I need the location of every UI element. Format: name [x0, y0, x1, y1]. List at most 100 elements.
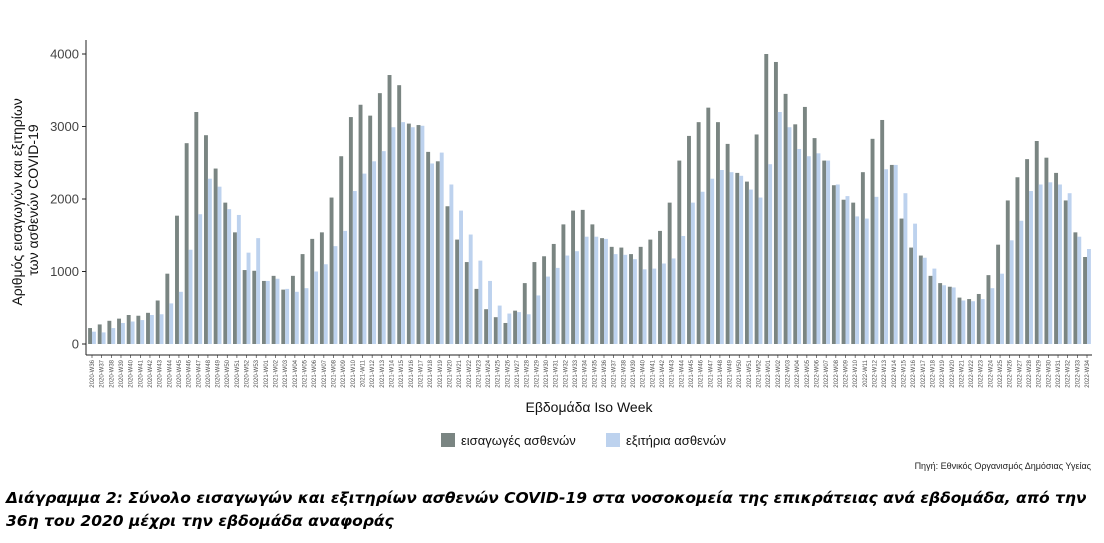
bar-discharges-2021-W52 [758, 197, 763, 344]
x-tick-label-2021-W03: 2021-W03 [283, 359, 289, 387]
bar-discharges-2021-W38 [623, 254, 628, 344]
x-tick-label-2022-W18: 2022-W18 [930, 359, 936, 387]
bar-discharges-2021-W28 [526, 314, 531, 344]
x-tick-label-2021-W01: 2021-W01 [264, 359, 270, 387]
bar-admissions-2021-W47 [706, 107, 711, 345]
bar-admissions-2022-W06 [812, 138, 817, 344]
bar-discharges-2021-W51 [748, 189, 753, 344]
bar-admissions-2020-W39 [117, 318, 121, 345]
bar-discharges-2022-W29 [1038, 184, 1043, 344]
bar-discharges-2021-W35 [594, 236, 599, 344]
bar-discharges-2022-W24 [990, 288, 995, 344]
x-tick-label-2020-W49: 2020-W49 [216, 359, 222, 387]
bar-admissions-2022-W19 [938, 283, 943, 344]
bar-admissions-2021-W30 [542, 256, 547, 344]
bar-admissions-2020-W36 [88, 328, 92, 344]
bar-discharges-2021-W42 [661, 263, 666, 344]
x-tick-label-2021-W28: 2021-W28 [525, 359, 531, 387]
bar-discharges-2022-W12 [874, 196, 879, 344]
x-tick-label-2022-W02: 2022-W02 [776, 359, 782, 387]
x-tick-label-2021-W13: 2021-W13 [380, 359, 386, 387]
bar-discharges-2020-W44 [169, 303, 174, 344]
x-tick-label-2022-W04: 2022-W04 [795, 359, 801, 387]
x-tick-label-2020-W37: 2020-W37 [100, 359, 106, 387]
x-tick-label-2022-W29: 2022-W29 [1037, 359, 1043, 387]
x-tick-label-2022-W19: 2022-W19 [940, 359, 946, 387]
bar-admissions-2022-W25 [996, 244, 1001, 344]
bar-discharges-2021-W50 [739, 175, 744, 344]
x-tick-label-2021-W10: 2021-W10 [351, 359, 357, 387]
bar-admissions-2021-W26 [503, 322, 508, 344]
y-tick-label-1000: 1000 [50, 264, 79, 279]
bar-discharges-2022-W27 [1019, 220, 1024, 344]
bar-admissions-2022-W16 [909, 247, 914, 344]
bar-admissions-2021-W29 [532, 262, 537, 344]
x-tick-label-2020-W41: 2020-W41 [138, 359, 144, 387]
legend-label-1: εξιτήρια ασθενών [626, 433, 726, 448]
bar-admissions-2021-W10 [348, 117, 353, 344]
bar-discharges-2021-W07 [323, 264, 328, 344]
x-tick-label-2021-W15: 2021-W15 [399, 359, 405, 387]
bar-admissions-2021-W37 [609, 246, 614, 344]
bar-admissions-2021-W38 [619, 247, 624, 344]
x-tick-label-2021-W05: 2021-W05 [303, 359, 309, 387]
bar-admissions-2022-W13 [880, 119, 885, 344]
bar-discharges-2022-W20 [951, 287, 956, 344]
bar-discharges-2021-W15 [401, 122, 406, 345]
y-tick-label-0: 0 [72, 337, 79, 352]
bar-discharges-2021-W24 [488, 280, 492, 344]
bar-admissions-2020-W51 [233, 232, 237, 344]
bar-admissions-2020-W46 [184, 143, 189, 344]
bar-admissions-2022-W32 [1063, 200, 1068, 344]
x-tick-label-2021-W43: 2021-W43 [670, 359, 676, 387]
bar-discharges-2020-W50 [227, 209, 232, 344]
bar-admissions-2020-W41 [136, 315, 141, 344]
x-tick-label-2022-W06: 2022-W06 [815, 359, 821, 387]
bar-admissions-2022-W03 [783, 93, 788, 345]
bar-admissions-2021-W42 [658, 230, 662, 344]
x-tick-label-2021-W36: 2021-W36 [602, 359, 608, 387]
x-tick-label-2022-W10: 2022-W10 [853, 359, 859, 387]
bar-admissions-2022-W31 [1054, 172, 1059, 344]
bar-discharges-2021-W13 [381, 151, 386, 344]
bar-admissions-2022-W04 [793, 124, 798, 344]
bar-discharges-2022-W21 [961, 300, 966, 344]
bar-admissions-2021-W17 [416, 125, 421, 344]
x-tick-label-2022-W28: 2022-W28 [1027, 359, 1033, 387]
bar-discharges-2021-W34 [584, 236, 589, 344]
x-tick-label-2021-W27: 2021-W27 [515, 359, 521, 387]
y-axis-title-line2: των ασθενών COVID-19 [25, 124, 41, 276]
bar-admissions-2020-W49 [213, 168, 218, 344]
bar-discharges-2022-W10 [855, 216, 860, 344]
x-tick-label-2022-W11: 2022-W11 [863, 359, 869, 387]
bar-admissions-2021-W50 [735, 172, 740, 344]
bar-discharges-2021-W41 [652, 268, 657, 344]
bar-admissions-2020-W40 [126, 315, 131, 344]
bar-discharges-2021-W48 [719, 170, 724, 344]
bar-discharges-2020-W46 [188, 249, 193, 344]
x-tick-label-2021-W25: 2021-W25 [496, 359, 502, 387]
x-tick-label-2021-W08: 2021-W08 [332, 359, 338, 387]
x-tick-label-2021-W22: 2021-W22 [467, 359, 473, 387]
bar-discharges-2022-W06 [816, 153, 821, 344]
bar-discharges-2021-W21 [459, 210, 463, 344]
bar-discharges-2021-W19 [439, 152, 444, 344]
bar-discharges-2021-W47 [710, 178, 715, 344]
bar-discharges-2022-W31 [1058, 184, 1062, 344]
bar-discharges-2022-W26 [1009, 240, 1014, 344]
bar-admissions-2022-W24 [986, 275, 991, 345]
x-tick-label-2020-W47: 2020-W47 [196, 359, 202, 387]
x-tick-label-2020-W46: 2020-W46 [187, 359, 193, 387]
bar-admissions-2022-W17 [918, 255, 923, 344]
x-tick-label-2022-W05: 2022-W05 [805, 359, 811, 387]
x-tick-label-2020-W51: 2020-W51 [235, 359, 241, 387]
source-note: Πηγή: Εθνικός Οργανισμός Δημόσιας Υγείας [915, 461, 1092, 471]
x-tick-label-2022-W08: 2022-W08 [834, 359, 840, 387]
x-tick-label-2020-W38: 2020-W38 [109, 359, 115, 387]
y-axis-title-line1: Αριθμός εισαγωγών και εξιτηρίων [9, 98, 25, 305]
x-tick-label-2020-W40: 2020-W40 [129, 359, 135, 387]
x-tick-label-2021-W45: 2021-W45 [689, 359, 695, 387]
bar-admissions-2021-W35 [590, 224, 595, 345]
y-tick-label-3000: 3000 [50, 119, 79, 134]
